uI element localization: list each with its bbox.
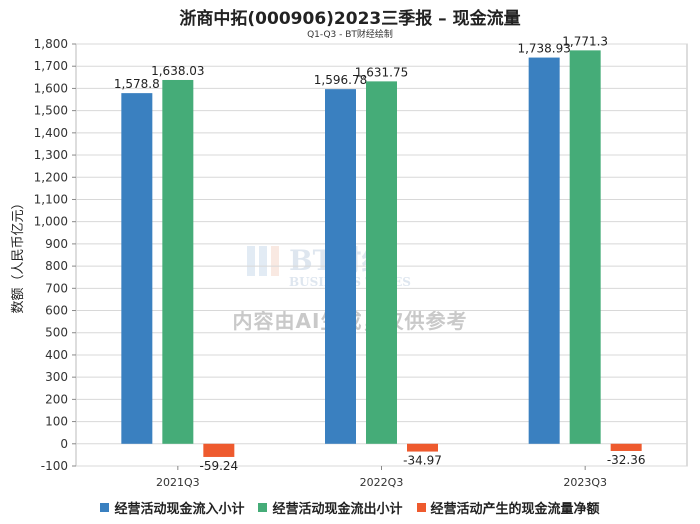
x-tick-label: 2023Q3 (563, 476, 607, 489)
bar (407, 443, 438, 452)
y-tick-label: 900 (45, 237, 68, 251)
data-label: 1,631.75 (355, 65, 408, 79)
bar (203, 443, 235, 457)
y-tick-label: 400 (45, 348, 68, 362)
y-tick-label: 1,000 (34, 215, 68, 229)
legend-swatch-net (416, 503, 426, 512)
y-tick-label: 1,500 (34, 104, 68, 118)
y-tick-label: 1,400 (34, 126, 68, 140)
x-tick-label: 2022Q3 (360, 476, 404, 489)
data-label: -59.24 (199, 459, 238, 473)
legend-label-net: 经营活动产生的现金流量净额 (430, 502, 600, 517)
data-label: 1,738.93 (517, 42, 570, 56)
y-tick-label: -100 (41, 459, 68, 473)
bar (366, 81, 397, 444)
y-tick-label: 100 (45, 415, 68, 429)
legend-item-outflow: 经营活动现金流出小计 (258, 498, 403, 517)
data-label: 1,596.78 (314, 73, 367, 87)
bar (528, 57, 560, 444)
legend-item-net: 经营活动产生的现金流量净额 (416, 498, 600, 517)
data-label: -32.36 (607, 453, 646, 467)
y-tick-label: 1,200 (34, 170, 68, 184)
y-tick-label: 600 (45, 304, 68, 318)
x-tick-label: 2021Q3 (156, 476, 200, 489)
data-label: -34.97 (403, 454, 442, 468)
bar (162, 79, 194, 444)
y-tick-label: 700 (45, 281, 68, 295)
y-axis-title: 数额（人民币亿元） (11, 196, 26, 313)
legend-label-outflow: 经营活动现金流出小计 (272, 502, 403, 517)
legend: 经营活动现金流入小计 经营活动现金流出小计 经营活动产生的现金流量净额 (0, 498, 700, 517)
bar (569, 50, 601, 444)
chart-title: 浙商中拓(000906)2023三季报 – 现金流量 (179, 9, 521, 29)
bar (610, 443, 642, 451)
y-tick-label: 1,800 (34, 37, 68, 51)
bar (121, 93, 153, 444)
chart-subtitle: Q1-Q3 - BT财经绘制 (307, 30, 393, 40)
data-label: 1,771.3 (562, 34, 608, 48)
y-tick-label: 300 (45, 370, 68, 384)
bar (325, 89, 356, 444)
data-label: 1,638.03 (151, 64, 204, 78)
legend-swatch-outflow (258, 503, 268, 512)
y-tick-label: 1,700 (34, 59, 68, 73)
y-tick-label: 200 (45, 392, 68, 406)
y-tick-label: 1,600 (34, 81, 68, 95)
y-tick-label: 0 (60, 437, 68, 451)
y-tick-label: 500 (45, 326, 68, 340)
legend-label-inflow: 经营活动现金流入小计 (114, 502, 245, 517)
y-tick-label: 1,300 (34, 148, 68, 162)
legend-swatch-inflow (100, 503, 110, 512)
y-tick-label: 1,100 (34, 192, 68, 206)
y-tick-label: 800 (45, 259, 68, 273)
legend-item-inflow: 经营活动现金流入小计 (100, 498, 244, 517)
data-label: 1,578.8 (114, 77, 160, 91)
